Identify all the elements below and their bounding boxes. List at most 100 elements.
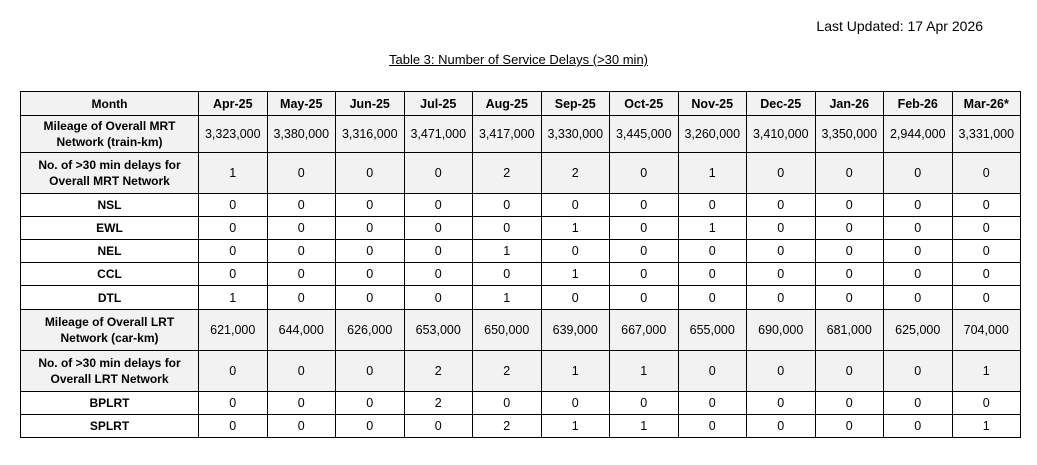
cell: 644,000 [266, 309, 336, 351]
cell: 625,000 [883, 309, 953, 351]
cell: 0 [746, 285, 816, 310]
cell: 3,323,000 [198, 115, 268, 153]
cell: 0 [403, 262, 473, 286]
cell: 0 [814, 262, 884, 286]
cell: 0 [472, 391, 542, 415]
cell: 0 [951, 216, 1021, 240]
cell: 0 [677, 414, 747, 438]
cell: 0 [746, 414, 816, 438]
cell: 1 [951, 350, 1021, 392]
cell: 0 [746, 239, 816, 263]
cell: Nov-25 [677, 91, 747, 116]
cell: 1 [677, 216, 747, 240]
table-row: Mileage of Overall LRT Network (car-km) 6… [20, 309, 1021, 351]
row-label: Month [20, 91, 199, 116]
cell: 0 [266, 391, 336, 415]
cell: 0 [883, 391, 953, 415]
cell: 681,000 [814, 309, 884, 351]
table-row: Mileage of Overall MRT Network (train-km… [20, 115, 1021, 153]
cell: Jul-25 [403, 91, 473, 116]
cell: 0 [677, 391, 747, 415]
cell: 0 [266, 152, 336, 194]
row-label: No. of >30 min delays for Overall MRT Ne… [20, 152, 199, 194]
cell: 3,380,000 [266, 115, 336, 153]
cell: 1 [609, 350, 679, 392]
cell: 690,000 [746, 309, 816, 351]
cell: 0 [746, 152, 816, 194]
cell: 0 [540, 391, 610, 415]
cell: Oct-25 [609, 91, 679, 116]
cell: 3,471,000 [403, 115, 473, 153]
cell: 1 [540, 262, 610, 286]
cell: 0 [814, 216, 884, 240]
cell: 0 [883, 193, 953, 217]
cell: 3,330,000 [540, 115, 610, 153]
cell: 1 [472, 239, 542, 263]
cell: 0 [814, 152, 884, 194]
cell: 2 [403, 391, 473, 415]
cell: 0 [335, 391, 405, 415]
table-row: NEL 0 0 0 0 1 0 0 0 0 0 0 0 [20, 239, 1021, 263]
cell: 0 [403, 414, 473, 438]
cell: 3,417,000 [472, 115, 542, 153]
cell: 3,445,000 [609, 115, 679, 153]
cell: 2 [472, 414, 542, 438]
cell: 0 [198, 350, 268, 392]
table-row: Month Apr-25 May-25 Jun-25 Jul-25 Aug-25 Sep-2… [20, 91, 1021, 116]
cell: 1 [677, 152, 747, 194]
table-title: Table 3: Number of Service Delays (>30 m… [388, 52, 649, 67]
cell: 0 [746, 216, 816, 240]
cell: 1 [951, 414, 1021, 438]
row-label: NEL [20, 239, 199, 263]
cell: 0 [951, 262, 1021, 286]
cell: 0 [335, 262, 405, 286]
cell: 1 [609, 414, 679, 438]
table-row: No. of >30 min delays for Overall MRT Ne… [20, 152, 1021, 194]
cell: 0 [883, 239, 953, 263]
cell: 2 [472, 350, 542, 392]
cell: Mar-26* [951, 91, 1021, 116]
cell: 2 [472, 152, 542, 194]
cell: 0 [198, 262, 268, 286]
cell: 0 [883, 152, 953, 194]
cell: 0 [266, 262, 336, 286]
cell: 0 [951, 152, 1021, 194]
cell: 0 [746, 391, 816, 415]
table-row: SPLRT 0 0 0 0 2 1 1 0 0 0 0 1 [20, 414, 1021, 438]
row-label: Mileage of Overall MRT Network (train-km… [20, 115, 199, 153]
cell: 1 [540, 350, 610, 392]
cell: 0 [266, 350, 336, 392]
cell: 0 [266, 193, 336, 217]
cell: 0 [883, 262, 953, 286]
table-row: EWL 0 0 0 0 0 1 0 1 0 0 0 0 [20, 216, 1021, 240]
cell: 0 [609, 216, 679, 240]
cell: 3,260,000 [677, 115, 747, 153]
cell: 0 [746, 193, 816, 217]
cell: 0 [403, 285, 473, 310]
row-label: SPLRT [20, 414, 199, 438]
cell: 0 [266, 414, 336, 438]
cell: Jan-26 [814, 91, 884, 116]
cell: 0 [677, 285, 747, 310]
cell: 0 [677, 262, 747, 286]
delays-table: Month Apr-25 May-25 Jun-25 Jul-25 Aug-25 Sep-2… [20, 91, 1021, 438]
cell: 3,350,000 [814, 115, 884, 153]
cell: 0 [677, 193, 747, 217]
cell: 0 [540, 239, 610, 263]
cell: 0 [746, 262, 816, 286]
cell: 0 [814, 239, 884, 263]
cell: 0 [883, 285, 953, 310]
cell: 3,316,000 [335, 115, 405, 153]
row-label: DTL [20, 285, 199, 310]
cell: 1 [540, 414, 610, 438]
cell: 0 [814, 285, 884, 310]
cell: 0 [677, 239, 747, 263]
row-label: BPLRT [20, 391, 199, 415]
cell: 1 [198, 152, 268, 194]
cell: 0 [609, 285, 679, 310]
cell: Jun-25 [335, 91, 405, 116]
row-label: No. of >30 min delays for Overall LRT Ne… [20, 350, 199, 392]
cell: 0 [814, 193, 884, 217]
cell: 0 [883, 216, 953, 240]
cell: Sep-25 [540, 91, 610, 116]
